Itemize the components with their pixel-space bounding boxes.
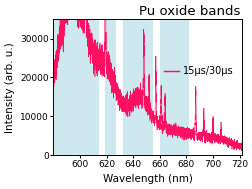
Bar: [53, 19, 98, 155]
Bar: [122, 19, 152, 155]
X-axis label: Wavelength (nm): Wavelength (nm): [103, 174, 192, 184]
Y-axis label: Intensity (arb. u.): Intensity (arb. u.): [5, 42, 15, 133]
Bar: [159, 19, 188, 155]
Legend: 15μs/30μs: 15μs/30μs: [160, 62, 237, 80]
Bar: [105, 19, 115, 155]
Title: Pu oxide bands: Pu oxide bands: [138, 5, 239, 18]
